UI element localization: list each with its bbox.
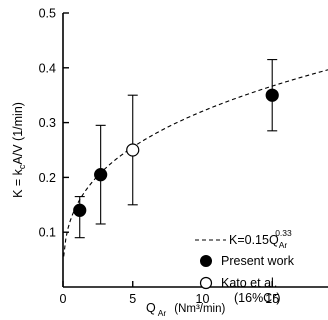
x-tick-label: 10 (196, 292, 210, 306)
x-tick-label: 5 (129, 292, 136, 306)
legend-label-present-work: Present work (221, 254, 295, 268)
x-tick-label: 0 (60, 292, 67, 306)
data-point-present-work (73, 203, 87, 217)
x-axis-label: Q Ar (Nm³/min) (146, 301, 226, 318)
legend-label-kato-line2: (16%Cr) (234, 291, 281, 305)
y-tick-label: 0.2 (39, 171, 56, 185)
y-tick-label: 0.3 (39, 116, 56, 130)
y-axis-ticks: 0.1 0.2 0.3 0.4 0.5 (39, 7, 69, 240)
data-point-present-work (94, 168, 108, 182)
y-tick-label: 0.4 (39, 61, 56, 75)
legend-label-kato: Kato et al. (221, 276, 277, 290)
data-point-kato (126, 143, 140, 157)
fit-label: K=0.15QAr0.33 (229, 228, 292, 250)
legend: Present work Kato et al. (16%Cr) (199, 254, 295, 305)
x-tick-label: 15 (265, 292, 279, 306)
fit-curve (63, 69, 328, 257)
y-tick-label: 0.5 (39, 7, 56, 21)
legend-marker-present-work (200, 255, 212, 267)
y-tick-label: 0.1 (39, 226, 56, 240)
y-axis-label: K = kcA/V (1/min) (11, 102, 27, 198)
legend-marker-kato (199, 276, 213, 290)
data-marks (73, 59, 279, 239)
data-point-present-work (265, 88, 279, 102)
